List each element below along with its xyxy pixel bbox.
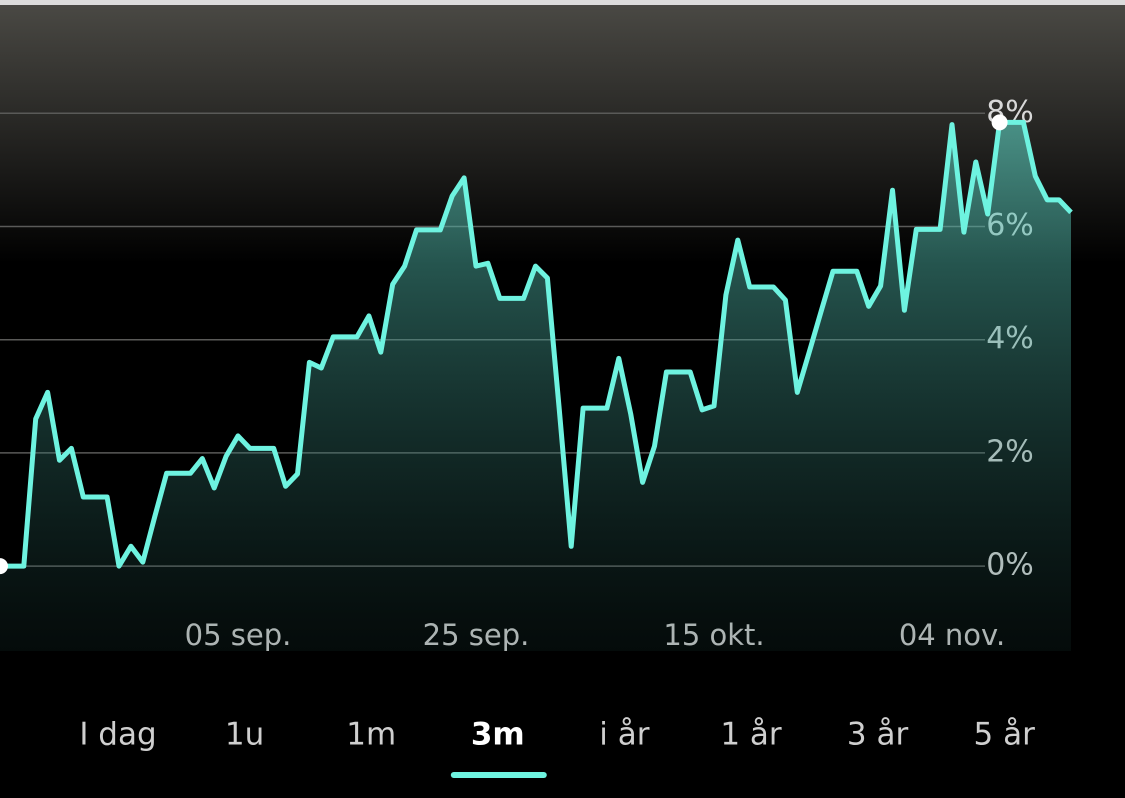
- tab[interactable]: 3m: [471, 717, 525, 753]
- area-fill: [0, 122, 1071, 651]
- tab[interactable]: I dag: [79, 717, 156, 753]
- tab[interactable]: 1m: [346, 717, 396, 753]
- tab-underline: [450, 772, 547, 778]
- point-marker: [0, 558, 8, 575]
- tab[interactable]: 3 år: [847, 717, 909, 753]
- tab[interactable]: i år: [599, 717, 649, 753]
- top-edge: [0, 0, 1125, 5]
- tab[interactable]: 5 år: [974, 717, 1036, 753]
- tab[interactable]: 1u: [225, 717, 264, 753]
- tab[interactable]: 1 år: [720, 717, 782, 753]
- point-marker: [991, 114, 1008, 131]
- line: [0, 119, 1073, 569]
